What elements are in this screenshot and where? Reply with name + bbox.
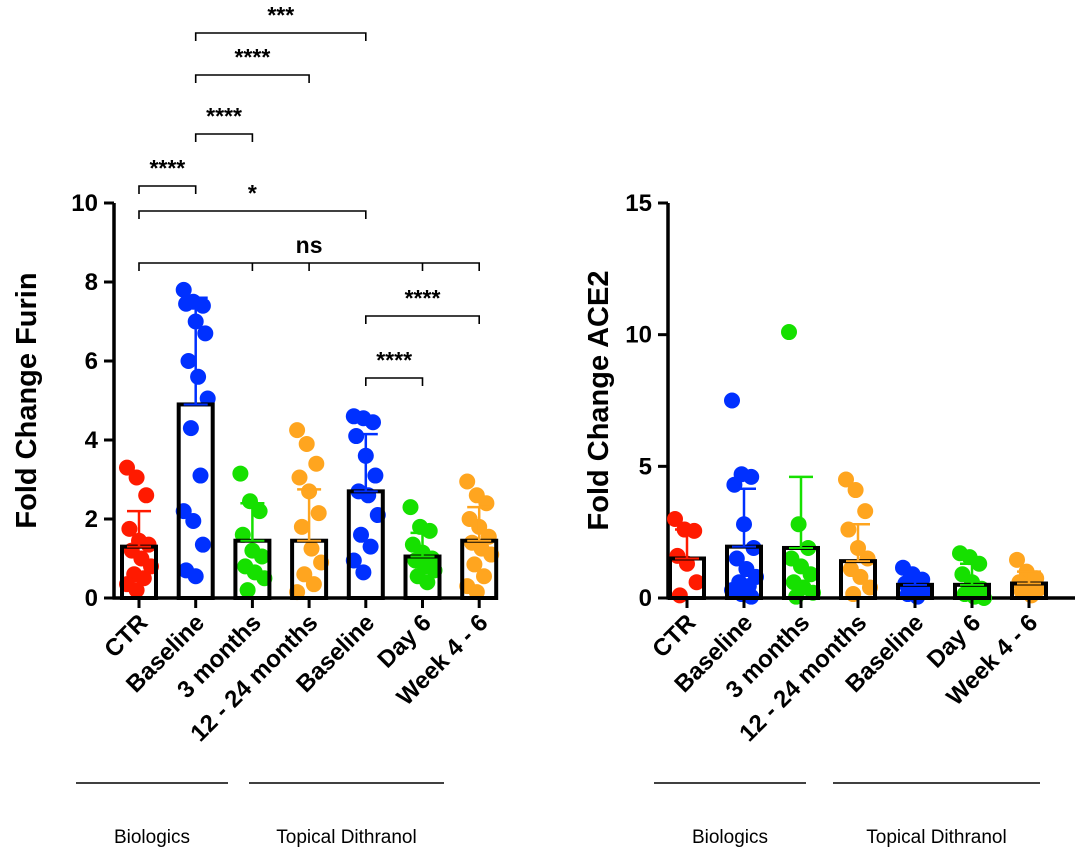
data-point-baseline-1 <box>194 536 211 553</box>
significance-label: **** <box>376 347 412 373</box>
data-point-3-months-2 <box>239 582 256 599</box>
data-point-ctr-0 <box>686 522 703 539</box>
data-point-3-months-2 <box>251 503 268 520</box>
data-point-3-months-2 <box>790 516 807 533</box>
data-point-week-4-6-6 <box>1023 587 1040 604</box>
y-tick-label: 0 <box>85 585 98 612</box>
data-point-week-4-6-6 <box>478 495 495 512</box>
group-label-biologics: Biologics <box>692 827 768 848</box>
significance-label: * <box>248 180 257 206</box>
data-point-3-months-2 <box>242 493 258 510</box>
data-point-ctr-0 <box>135 570 152 587</box>
y-tick-label: 2 <box>85 506 98 533</box>
data-point-baseline-4 <box>355 564 372 581</box>
significance-label: **** <box>149 155 185 181</box>
data-point-3-months-2 <box>781 324 797 341</box>
data-point-12-24-months-3 <box>838 471 854 488</box>
data-point-baseline-4 <box>367 467 384 484</box>
data-point-baseline-1 <box>726 476 743 493</box>
significance-bracket <box>194 32 367 41</box>
group-label-topical-dithranol: Topical Dithranol <box>866 827 1006 848</box>
data-point-3-months-2 <box>254 548 270 565</box>
significance-label: ns <box>296 232 323 258</box>
y-tick-label: 0 <box>639 585 652 612</box>
data-point-day-6-5 <box>419 574 436 591</box>
y-axis-label: Fold Change ACE2 <box>583 271 615 531</box>
data-point-12-24-months-3 <box>293 518 310 535</box>
data-point-week-4-6-6 <box>1009 551 1025 568</box>
significance-bracket <box>138 185 197 194</box>
significance-bracket <box>138 210 367 219</box>
data-point-baseline-1 <box>187 568 204 585</box>
data-point-baseline-1 <box>180 353 197 369</box>
data-point-12-24-months-3 <box>303 540 320 557</box>
data-point-ctr-0 <box>688 574 705 591</box>
y-tick-label: 5 <box>639 453 652 480</box>
significance-label: **** <box>206 103 242 129</box>
group-label-biologics: Biologics <box>114 827 190 848</box>
data-point-12-24-months-3 <box>298 435 315 452</box>
y-axis-label: Fold Change Furin <box>11 272 43 528</box>
data-point-ctr-0 <box>128 469 145 486</box>
data-point-12-24-months-3 <box>857 503 874 520</box>
data-point-baseline-1 <box>175 281 192 298</box>
data-point-baseline-1 <box>728 550 745 567</box>
data-point-12-24-months-3 <box>296 566 313 583</box>
data-point-12-24-months-3 <box>852 568 869 585</box>
significance-label: **** <box>405 285 441 311</box>
y-tick-label: 10 <box>625 322 652 349</box>
data-point-week-4-6-6 <box>466 556 483 573</box>
data-point-12-24-months-3 <box>289 422 306 439</box>
data-point-day-6-5 <box>402 499 419 516</box>
significance-label: **** <box>234 44 270 70</box>
data-point-12-24-months-3 <box>291 469 308 486</box>
data-point-12-24-months-3 <box>310 505 327 522</box>
data-point-ctr-0 <box>128 582 145 599</box>
data-point-baseline-1 <box>190 368 207 385</box>
data-point-baseline-1 <box>182 420 199 437</box>
data-point-day-6-5 <box>421 522 438 539</box>
y-tick-label: 8 <box>85 269 98 296</box>
data-point-ctr-0 <box>119 459 135 476</box>
data-point-baseline-1 <box>724 392 740 409</box>
data-point-baseline-1 <box>178 295 195 312</box>
data-point-3-months-2 <box>232 465 249 482</box>
significance-bracket <box>194 74 310 83</box>
data-point-baseline-4 <box>365 414 381 431</box>
data-point-baseline-1 <box>194 297 211 314</box>
data-point-baseline-4 <box>353 526 369 543</box>
significance-bracket <box>365 315 480 324</box>
data-point-week-4-6-6 <box>476 568 492 585</box>
group-label-topical-dithranol: Topical Dithranol <box>276 827 416 848</box>
data-point-ctr-0 <box>121 520 138 537</box>
data-point-12-24-months-3 <box>308 455 325 472</box>
data-point-12-24-months-3 <box>840 521 857 538</box>
y-tick-label: 6 <box>85 348 98 375</box>
data-point-baseline-4 <box>348 428 365 445</box>
data-point-baseline-1 <box>743 468 760 485</box>
y-tick-label: 10 <box>71 190 98 217</box>
significance-bracket <box>365 377 424 386</box>
data-point-12-24-months-3 <box>847 482 864 499</box>
data-point-12-24-months-3 <box>305 576 322 593</box>
data-point-3-months-2 <box>802 566 819 583</box>
y-tick-label: 15 <box>625 190 652 217</box>
y-tick-label: 4 <box>85 427 99 454</box>
data-point-baseline-1 <box>192 467 209 484</box>
data-point-ctr-0 <box>138 487 155 504</box>
data-point-ctr-0 <box>667 511 683 527</box>
data-point-ctr-0 <box>671 587 688 604</box>
significance-label: *** <box>267 2 294 28</box>
significance-bracket <box>194 133 254 142</box>
data-point-baseline-1 <box>197 325 214 342</box>
data-point-baseline-4 <box>362 538 379 555</box>
data-point-baseline-1 <box>185 512 202 529</box>
data-point-week-4-6-6 <box>459 473 476 490</box>
